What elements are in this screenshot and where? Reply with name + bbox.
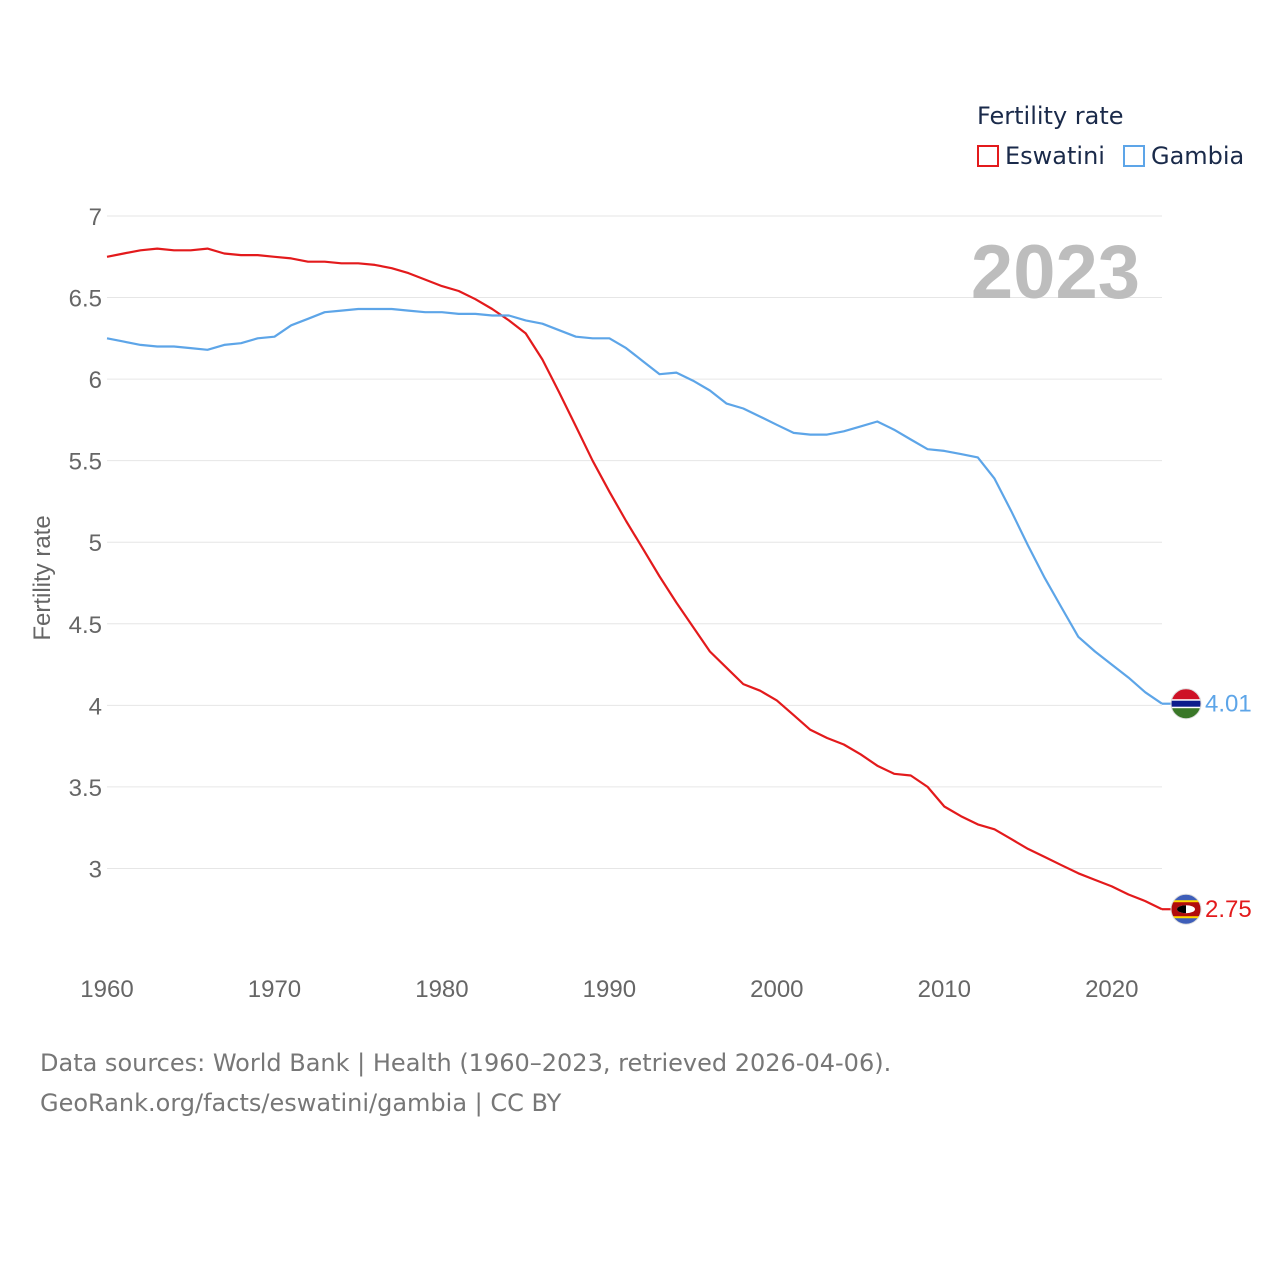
x-axis-ticks: 1960 1970 1980 1990 2000 2010 2020: [80, 976, 1138, 1003]
x-tick-label-2020: 2020: [1085, 976, 1138, 1003]
legend-label-gambia: Gambia: [1150, 142, 1245, 170]
y-tick-label-4.5: 4.5: [69, 612, 102, 639]
end-value-label-eswatini: 2.75: [1205, 896, 1252, 923]
y-tick-label-4: 4: [89, 693, 102, 720]
legend-title: Fertility rate: [977, 102, 1124, 130]
legend-swatch-eswatini: [977, 145, 999, 167]
series-endpoints: 2.75 4.01: [1162, 688, 1252, 925]
y-tick-label-5.5: 5.5: [69, 449, 102, 476]
y-tick-label-6.5: 6.5: [69, 286, 102, 313]
legend-label-eswatini: Eswatini: [1005, 142, 1105, 170]
x-tick-label-2000: 2000: [750, 976, 803, 1003]
y-axis-label: Fertility rate: [29, 515, 56, 640]
legend-item-gambia[interactable]: Gambia: [1122, 142, 1245, 170]
end-value-label-gambia: 4.01: [1205, 691, 1252, 718]
y-tick-label-5: 5: [89, 530, 102, 557]
attribution: GeoRank.org/facts/eswatini/gambia | CC B…: [40, 1089, 562, 1117]
legend-swatch-gambia: [1122, 145, 1145, 167]
x-tick-label-1970: 1970: [248, 976, 301, 1003]
line-gambia: [106, 307, 1163, 705]
flag-eswatini: [1170, 893, 1202, 925]
y-tick-label-3.5: 3.5: [69, 775, 102, 802]
y-axis-ticks: 3 3.5 4 4.5 5 5.5 6 6.5 7: [69, 204, 102, 883]
fertility-rate-chart: 3 3.5 4 4.5 5 5.5 6 6.5 7 1960 1970 1980 1990 2000 20…: [29, 204, 1252, 1003]
legend: Fertility rate Eswatini Gambia: [977, 100, 1262, 170]
x-tick-label-1990: 1990: [583, 976, 636, 1003]
footer: Data sources: World Bank | Health (1960–…: [40, 1043, 891, 1123]
x-tick-label-2010: 2010: [918, 976, 971, 1003]
flag-gambia: [1170, 688, 1202, 720]
legend-item-eswatini[interactable]: Eswatini: [977, 142, 1105, 170]
series-lines: [106, 247, 1163, 911]
legend-items: Eswatini Gambia: [977, 142, 1262, 170]
year-watermark: 2023: [971, 230, 1140, 315]
data-sources: Data sources: World Bank | Health (1960–…: [40, 1049, 892, 1077]
gridlines: [107, 215, 1162, 869]
x-tick-label-1980: 1980: [415, 976, 468, 1003]
y-tick-label-7: 7: [89, 204, 102, 231]
line-eswatini: [106, 247, 1163, 911]
y-tick-label-3: 3: [89, 856, 102, 883]
y-tick-label-6: 6: [89, 367, 102, 394]
x-tick-label-1960: 1960: [80, 976, 133, 1003]
